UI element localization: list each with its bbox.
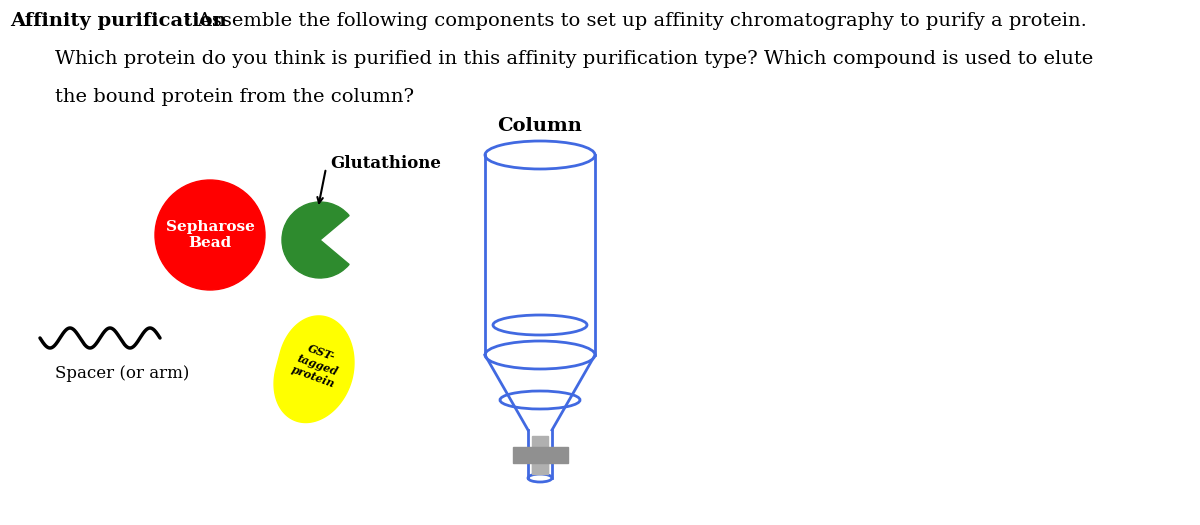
Text: GST-
tagged
protein: GST- tagged protein bbox=[289, 340, 344, 390]
Text: Spacer (or arm): Spacer (or arm) bbox=[55, 365, 190, 382]
Bar bbox=[532, 436, 548, 474]
Text: : Assemble the following components to set up affinity chromatography to purify : : Assemble the following components to s… bbox=[185, 12, 1087, 30]
Bar bbox=[514, 447, 568, 463]
Text: Sepharose
Bead: Sepharose Bead bbox=[166, 220, 254, 250]
Bar bbox=[532, 463, 548, 473]
Polygon shape bbox=[274, 316, 354, 423]
Text: Which protein do you think is purified in this affinity purification type? Which: Which protein do you think is purified i… bbox=[55, 50, 1093, 68]
Ellipse shape bbox=[155, 180, 265, 290]
Text: Column: Column bbox=[498, 117, 582, 135]
Text: Glutathione: Glutathione bbox=[330, 155, 440, 172]
Text: the bound protein from the column?: the bound protein from the column? bbox=[55, 88, 414, 106]
Wedge shape bbox=[282, 202, 349, 278]
Text: Affinity purification: Affinity purification bbox=[10, 12, 227, 30]
